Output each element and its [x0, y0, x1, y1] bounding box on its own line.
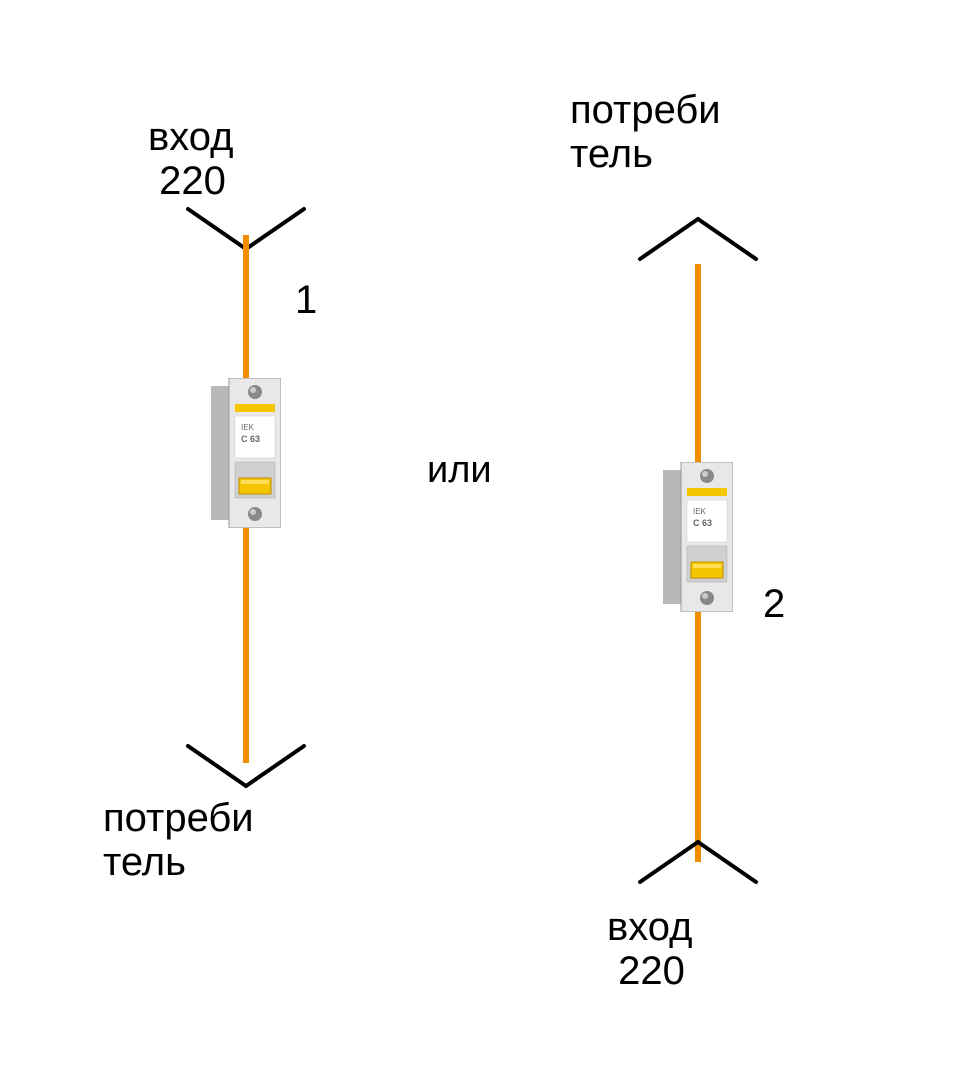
- col2-top-wire: [695, 264, 701, 464]
- col2-bottom-label: вход 220: [607, 905, 693, 993]
- col2-number: 2: [763, 582, 785, 626]
- col2-top-label: потреби тель: [570, 88, 721, 176]
- col1-top-label: вход 220: [148, 115, 234, 203]
- svg-text:IEK: IEK: [693, 507, 707, 516]
- col1-breaker: IEK C 63: [211, 378, 281, 528]
- col1-bottom-arrow: [184, 742, 308, 790]
- center-or-label: или: [427, 450, 492, 492]
- col1-bottom-wire: [243, 528, 249, 763]
- col2-breaker: IEK C 63: [663, 462, 733, 612]
- col2-top-arrow: [636, 215, 760, 263]
- svg-text:C 63: C 63: [241, 434, 260, 444]
- svg-text:IEK: IEK: [241, 423, 255, 432]
- svg-text:C 63: C 63: [693, 518, 712, 528]
- col1-bottom-label: потреби тель: [103, 796, 254, 884]
- col2-bottom-arrow: [636, 838, 760, 886]
- col1-number: 1: [295, 278, 317, 322]
- col1-top-wire: [243, 235, 249, 380]
- col2-bottom-wire: [695, 612, 701, 862]
